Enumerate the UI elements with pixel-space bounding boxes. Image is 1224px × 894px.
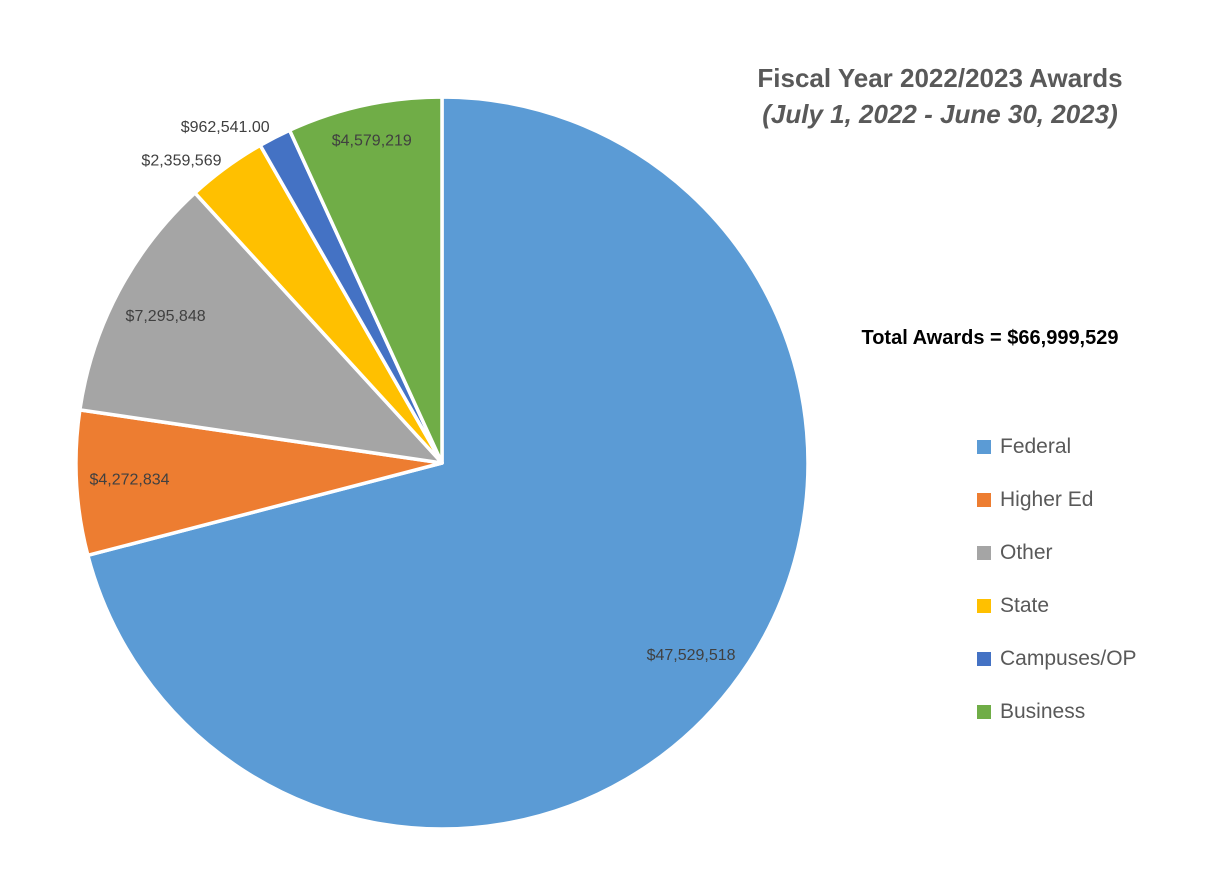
data-label-federal: $47,529,518 xyxy=(647,647,736,664)
legend-item-state: State xyxy=(977,579,1137,632)
total-awards-text: Total Awards = $66,999,529 xyxy=(861,327,1119,349)
legend-item-other: Other xyxy=(977,526,1137,579)
legend-label-business: Business xyxy=(1000,699,1086,723)
chart-title-block: Fiscal Year 2022/2023 Awards (July 1, 20… xyxy=(700,60,1180,132)
legend-swatch-federal xyxy=(977,439,991,454)
legend-label-higher-ed: Higher Ed xyxy=(1000,487,1094,511)
legend-label-other: Other xyxy=(1000,540,1053,564)
data-label-state: $2,359,569 xyxy=(141,152,221,169)
legend-swatch-higher-ed xyxy=(977,492,991,507)
pie-slice-business xyxy=(287,95,444,465)
chart-subtitle: (July 1, 2022 - June 30, 2023) xyxy=(762,99,1118,129)
legend-swatch-other xyxy=(977,545,991,560)
legend-swatch-campuses-op xyxy=(977,651,991,666)
legend-label-campuses-op: Campuses/OP xyxy=(1000,646,1137,670)
data-label-business: $4,579,219 xyxy=(332,133,412,150)
data-label-higher-ed: $4,272,834 xyxy=(89,472,169,489)
legend-item-higher-ed: Higher Ed xyxy=(977,473,1137,526)
pie-slice-federal xyxy=(86,95,810,831)
legend-label-state: State xyxy=(1000,593,1050,617)
pie-slice-other xyxy=(78,191,444,465)
pie-slice-higher-ed xyxy=(74,408,444,558)
legend-swatch-business xyxy=(977,704,991,719)
chart-legend: Federal Higher Ed Other State Campuses/OP Bus… xyxy=(977,420,1137,738)
legend-swatch-state xyxy=(977,598,991,613)
chart-title: Fiscal Year 2022/2023 Awards xyxy=(757,63,1123,93)
data-label-other: $7,295,848 xyxy=(126,308,206,325)
legend-label-federal: Federal xyxy=(1000,434,1072,458)
legend-item-business: Business xyxy=(977,685,1137,738)
data-label-campuses-op: $962,541.00 xyxy=(181,119,270,136)
legend-item-campuses-op: Campuses/OP xyxy=(977,632,1137,685)
legend-item-federal: Federal xyxy=(977,420,1137,473)
